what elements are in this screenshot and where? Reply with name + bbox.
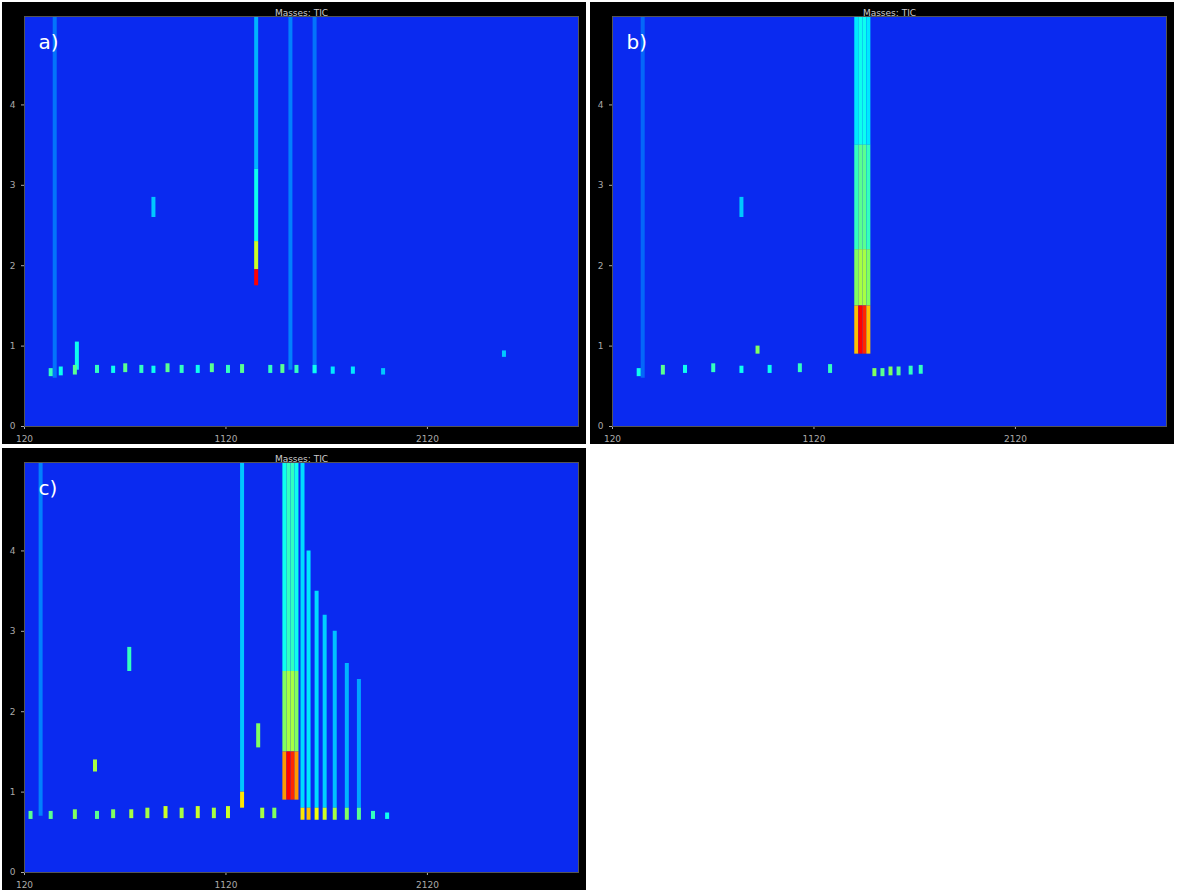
svg-text:2: 2	[10, 261, 16, 271]
svg-text:1: 1	[10, 341, 16, 351]
svg-text:1120: 1120	[803, 434, 826, 444]
svg-text:Masses: TIC: Masses: TIC	[275, 454, 328, 464]
svg-text:c): c)	[39, 476, 58, 500]
svg-text:3: 3	[10, 180, 16, 190]
svg-text:120: 120	[16, 434, 33, 444]
svg-text:a): a)	[39, 30, 59, 54]
svg-text:2: 2	[10, 707, 16, 717]
svg-text:2: 2	[598, 261, 604, 271]
svg-text:Masses: TIC: Masses: TIC	[275, 8, 328, 18]
svg-text:3: 3	[598, 180, 604, 190]
svg-text:120: 120	[16, 880, 33, 890]
svg-text:2120: 2120	[416, 434, 439, 444]
svg-text:0: 0	[10, 867, 16, 877]
svg-text:Masses: TIC: Masses: TIC	[863, 8, 916, 18]
svg-text:0: 0	[10, 421, 16, 431]
svg-text:4: 4	[10, 100, 16, 110]
svg-text:1: 1	[598, 341, 604, 351]
svg-text:120: 120	[604, 434, 621, 444]
svg-text:2120: 2120	[416, 880, 439, 890]
svg-text:3: 3	[10, 626, 16, 636]
svg-text:1120: 1120	[215, 880, 238, 890]
svg-text:4: 4	[10, 546, 16, 556]
svg-text:0: 0	[598, 421, 604, 431]
svg-text:2120: 2120	[1004, 434, 1027, 444]
svg-text:4: 4	[598, 100, 604, 110]
svg-text:b): b)	[627, 30, 648, 54]
svg-text:1120: 1120	[215, 434, 238, 444]
svg-text:1: 1	[10, 787, 16, 797]
